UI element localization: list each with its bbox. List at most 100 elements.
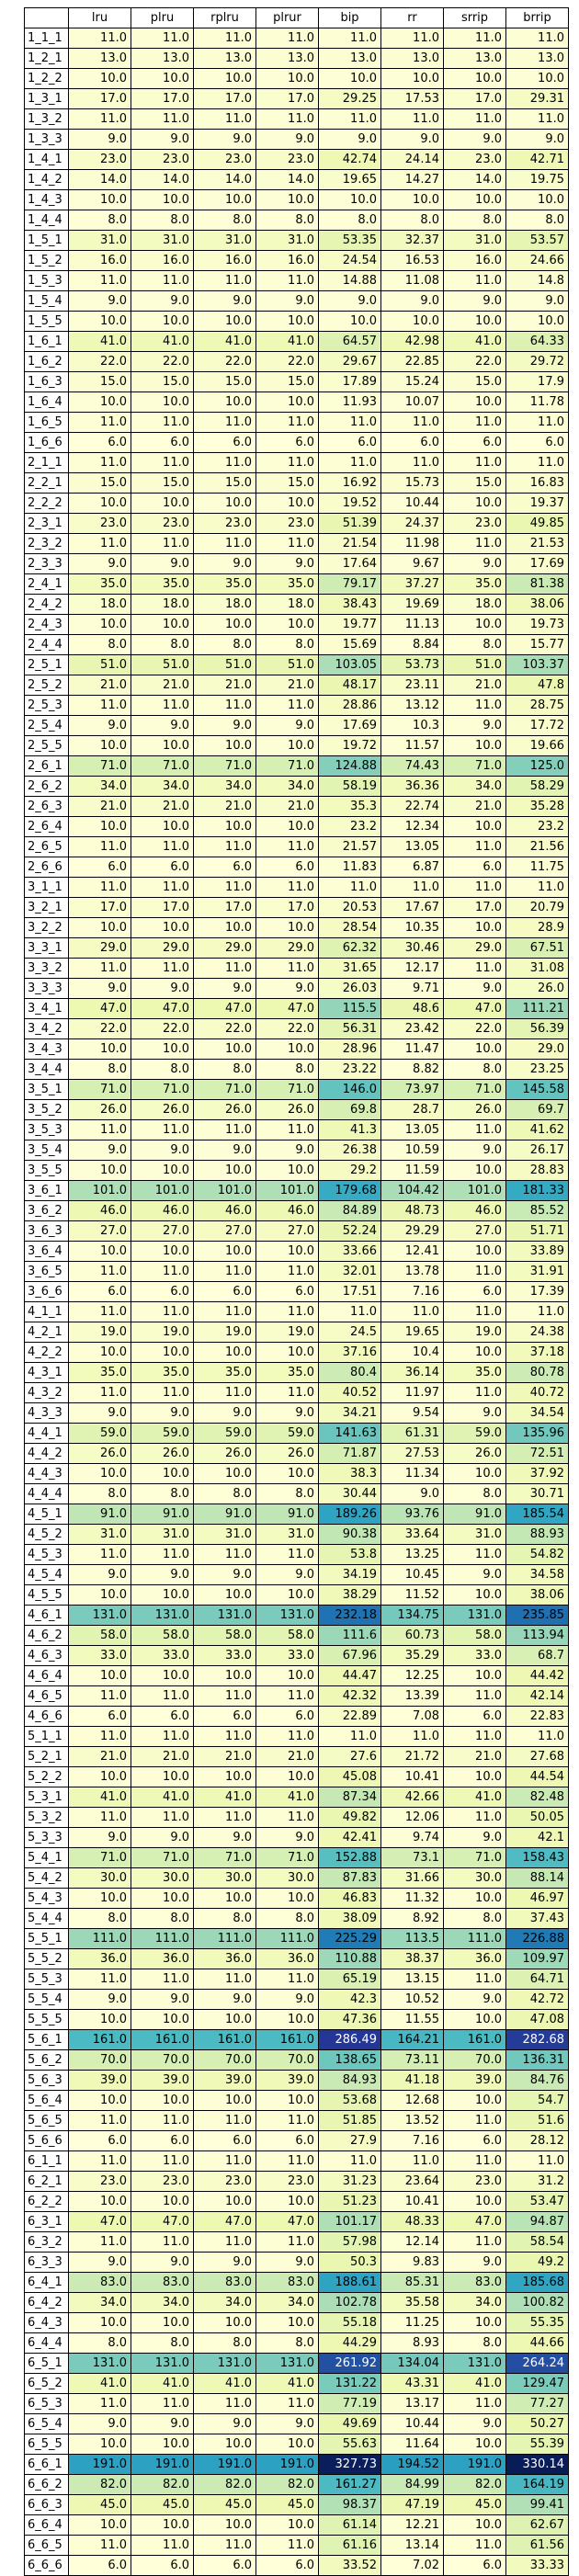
heatmap-cell-srrip: 10.0 [443, 1241, 506, 1262]
row-label: 6_5_5 [24, 2434, 69, 2455]
heatmap-cell-rr: 164.21 [380, 2029, 444, 2050]
heatmap-cell-rr: 13.14 [380, 2535, 444, 2556]
heatmap-cell-srrip: 161.0 [443, 2029, 506, 2050]
row-label: 3_3_2 [24, 958, 69, 979]
row-label: 3_6_1 [24, 1180, 69, 1201]
heatmap-cell-srrip: 71.0 [443, 1847, 506, 1868]
heatmap-cell-plru: 26.0 [131, 1099, 194, 1120]
row-label: 2_6_2 [24, 776, 69, 797]
heatmap-cell-plrur: 6.0 [255, 1706, 319, 1727]
heatmap-cell-srrip: 9.0 [443, 129, 506, 150]
table-row: 1_3_3 9.0 9.0 9.0 9.0 9.0 9.0 9.0 9.0 [24, 129, 569, 150]
row-label: 5_4_3 [24, 1888, 69, 1909]
table-row: 5_6_5 11.0 11.0 11.0 11.0 51.85 13.52 11.0 51.6 [24, 2110, 569, 2131]
table-row: 6_4_4 8.0 8.0 8.0 8.0 44.29 8.93 8.0 44.66 [24, 2332, 569, 2354]
table-row: 4_5_3 11.0 11.0 11.0 11.0 53.8 13.25 11.0 54.82 [24, 1544, 569, 1565]
heatmap-cell-srrip: 23.0 [443, 149, 506, 170]
heatmap-cell-rplru: 161.0 [193, 2029, 256, 2050]
heatmap-cell-rr: 10.0 [380, 311, 444, 332]
table-row: 5_4_1 71.0 71.0 71.0 71.0 152.88 73.1 71.0 158.4… [24, 1847, 569, 1868]
table-row: 2_4_3 10.0 10.0 10.0 10.0 19.77 11.13 10.0 19.73 [24, 614, 569, 635]
table-row: 4_6_3 33.0 33.0 33.0 33.0 67.96 35.29 33.0 68.7 [24, 1645, 569, 1666]
heatmap-cell-bip: 49.69 [318, 2413, 381, 2434]
heatmap-cell-bip: 51.85 [318, 2110, 381, 2131]
heatmap-cell-bip: 45.08 [318, 1766, 381, 1787]
row-label: 4_2_2 [24, 1342, 69, 1363]
heatmap-cell-srrip: 15.0 [443, 472, 506, 494]
heatmap-cell-lru: 23.0 [68, 513, 131, 534]
row-label: 6_3_1 [24, 2211, 69, 2232]
heatmap-cell-bip: 30.44 [318, 1483, 381, 1504]
heatmap-cell-plrur: 70.0 [255, 2049, 319, 2071]
heatmap-cell-srrip: 11.0 [443, 2150, 506, 2172]
heatmap-cell-rplru: 11.0 [193, 1726, 256, 1747]
heatmap-cell-rplru: 11.0 [193, 1301, 256, 1322]
heatmap-cell-bip: 90.38 [318, 1524, 381, 1545]
heatmap-cell-rplru: 23.0 [193, 149, 256, 170]
heatmap-cell-rr: 19.65 [380, 1322, 444, 1343]
heatmap-cell-bip: 62.32 [318, 937, 381, 959]
heatmap-cell-rr: 13.05 [380, 836, 444, 857]
heatmap-cell-srrip: 27.0 [443, 1220, 506, 1242]
table-row: 6_3_2 11.0 11.0 11.0 11.0 57.98 12.14 11.0 58.54 [24, 2231, 569, 2253]
heatmap-cell-srrip: 9.0 [443, 1140, 506, 1161]
heatmap-cell-rplru: 10.0 [193, 1888, 256, 1909]
table-row: 3_6_4 10.0 10.0 10.0 10.0 33.66 12.41 10.0 33.89 [24, 1241, 569, 1262]
row-label: 1_2_2 [24, 68, 69, 89]
heatmap-cell-rplru: 23.0 [193, 513, 256, 534]
heatmap-cell-rplru: 10.0 [193, 1766, 256, 1787]
heatmap-cell-brrip: 28.9 [505, 917, 569, 938]
row-label: 5_4_4 [24, 1908, 69, 1929]
row-label: 1_2_1 [24, 48, 69, 69]
row-label: 3_4_2 [24, 1018, 69, 1039]
row-label: 2_3_2 [24, 533, 69, 554]
heatmap-cell-bip: 11.93 [318, 392, 381, 413]
heatmap-cell-rr: 9.0 [380, 290, 444, 312]
heatmap-cell-lru: 26.0 [68, 1443, 131, 1464]
heatmap-cell-brrip: 11.0 [505, 2150, 569, 2172]
heatmap-cell-rr: 53.73 [380, 654, 444, 675]
heatmap-cell-rplru: 10.0 [193, 1463, 256, 1484]
heatmap-cell-brrip: 11.0 [505, 28, 569, 49]
heatmap-cell-brrip: 264.24 [505, 2353, 569, 2374]
heatmap-cell-plru: 161.0 [131, 2029, 194, 2050]
heatmap-cell-plru: 9.0 [131, 2252, 194, 2273]
heatmap-cell-plrur: 15.0 [255, 472, 319, 494]
heatmap-cell-bip: 51.23 [318, 2191, 381, 2212]
heatmap-cell-rr: 11.25 [380, 2312, 444, 2333]
row-label: 4_6_4 [24, 1665, 69, 1686]
heatmap-cell-srrip: 11.0 [443, 2231, 506, 2253]
heatmap-cell-srrip: 10.0 [443, 1463, 506, 1484]
table-row: 3_6_6 6.0 6.0 6.0 6.0 17.51 7.16 6.0 17.39 [24, 1281, 569, 1302]
table-row: 3_2_2 10.0 10.0 10.0 10.0 28.54 10.35 10.0 28.9 [24, 917, 569, 938]
heatmap-cell-plru: 10.0 [131, 1463, 194, 1484]
heatmap-cell-srrip: 18.0 [443, 594, 506, 615]
heatmap-cell-rplru: 9.0 [193, 1827, 256, 1848]
heatmap-cell-rr: 10.45 [380, 1564, 444, 1585]
heatmap-cell-lru: 8.0 [68, 634, 131, 655]
heatmap-cell-brrip: 19.66 [505, 735, 569, 756]
table-row: 2_3_2 11.0 11.0 11.0 11.0 21.54 11.98 11.0 21.53 [24, 533, 569, 554]
heatmap-cell-plrur: 41.0 [255, 331, 319, 352]
table-row: 5_3_2 11.0 11.0 11.0 11.0 49.82 12.06 11.0 50.05 [24, 1807, 569, 1828]
heatmap-cell-bip: 152.88 [318, 1847, 381, 1868]
heatmap-cell-srrip: 21.0 [443, 796, 506, 817]
heatmap-cell-lru: 10.0 [68, 2514, 131, 2536]
heatmap-cell-plru: 23.0 [131, 2171, 194, 2192]
heatmap-cell-lru: 131.0 [68, 1605, 131, 1626]
heatmap-cell-rr: 84.99 [380, 2474, 444, 2495]
heatmap-cell-brrip: 80.78 [505, 1362, 569, 1383]
heatmap-cell-lru: 10.0 [68, 189, 131, 210]
heatmap-cell-lru: 14.0 [68, 169, 131, 190]
heatmap-cell-srrip: 101.0 [443, 1180, 506, 1201]
heatmap-cell-lru: 47.0 [68, 2211, 131, 2232]
heatmap-cell-rr: 73.11 [380, 2049, 444, 2071]
heatmap-cell-rr: 93.76 [380, 1504, 444, 1525]
heatmap-cell-rr: 43.31 [380, 2373, 444, 2394]
heatmap-cell-lru: 71.0 [68, 755, 131, 777]
heatmap-cell-srrip: 11.0 [443, 270, 506, 291]
heatmap-cell-brrip: 11.75 [505, 857, 569, 878]
heatmap-cell-srrip: 9.0 [443, 1402, 506, 1424]
heatmap-cell-lru: 46.0 [68, 1200, 131, 1221]
heatmap-cell-bip: 57.98 [318, 2231, 381, 2253]
